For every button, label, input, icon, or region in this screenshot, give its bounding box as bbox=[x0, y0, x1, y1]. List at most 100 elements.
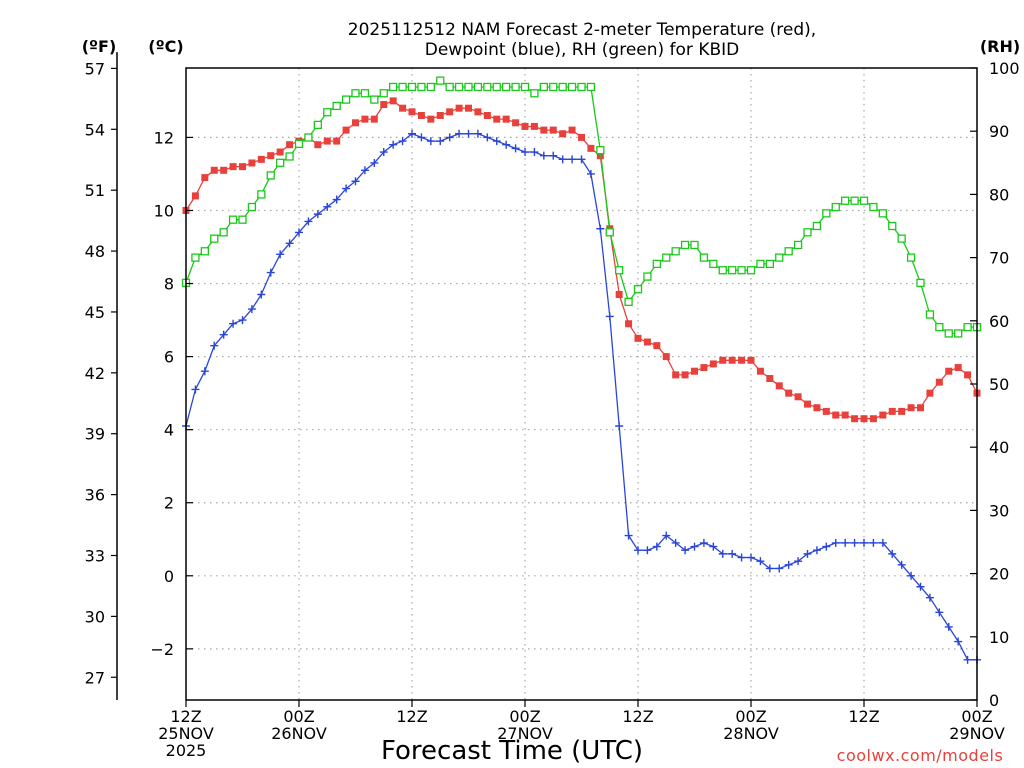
dewpoint-point bbox=[963, 655, 972, 664]
temperature-point bbox=[851, 415, 859, 423]
fahrenheit-tick-label: 36 bbox=[85, 486, 105, 505]
rh-point bbox=[398, 82, 407, 92]
rh-tick-label: 60 bbox=[989, 312, 1009, 331]
fahrenheit-tick-label: 33 bbox=[85, 546, 105, 565]
dewpoint-point bbox=[916, 582, 925, 591]
fahrenheit-tick-label: 42 bbox=[85, 364, 105, 383]
rh-point bbox=[379, 89, 388, 98]
fahrenheit-tick-label: 54 bbox=[85, 120, 105, 139]
dewpoint-point bbox=[417, 133, 426, 142]
rh-point bbox=[615, 266, 624, 275]
dewpoint-point bbox=[737, 553, 746, 562]
x-tick-label: 27NOV bbox=[497, 724, 553, 743]
dewpoint-point bbox=[351, 177, 360, 186]
dewpoint-point bbox=[841, 538, 850, 547]
rh-point bbox=[897, 234, 906, 243]
temperature-point bbox=[267, 152, 275, 160]
rh-point bbox=[831, 202, 840, 212]
rh-point bbox=[671, 247, 680, 256]
fahrenheit-tick-label: 57 bbox=[85, 59, 105, 78]
rh-point bbox=[276, 158, 285, 167]
rh-point bbox=[718, 266, 727, 275]
temperature-point bbox=[474, 108, 482, 116]
temperature-point bbox=[399, 104, 407, 112]
temperature-point bbox=[210, 166, 218, 174]
temperature-point bbox=[229, 163, 237, 171]
temperature-point bbox=[907, 404, 915, 412]
temperature-point bbox=[700, 364, 708, 372]
temperature-point bbox=[945, 367, 953, 375]
rh-point bbox=[520, 82, 530, 92]
dewpoint-point bbox=[803, 549, 812, 558]
rh-point bbox=[436, 76, 445, 85]
fahrenheit-tick-label: 27 bbox=[85, 668, 105, 687]
rh-point bbox=[332, 101, 341, 111]
rh-point bbox=[963, 322, 972, 332]
x-tick-label: 2025 bbox=[166, 741, 207, 760]
temperature-point bbox=[370, 115, 378, 123]
fahrenheit-tick-label: 30 bbox=[85, 607, 105, 626]
rh-tick-label: 20 bbox=[989, 565, 1009, 584]
dewpoint-point bbox=[210, 341, 219, 350]
dewpoint-point bbox=[681, 546, 690, 555]
dewpoint-point bbox=[389, 140, 398, 149]
rh-tick-label: 10 bbox=[989, 628, 1009, 647]
x-tick-label: 00Z bbox=[283, 707, 314, 726]
temperature-point bbox=[201, 174, 209, 182]
temperature-point bbox=[738, 356, 746, 364]
temperature-point bbox=[483, 111, 491, 119]
temperature-point bbox=[935, 378, 943, 386]
rh-point bbox=[878, 209, 887, 218]
dewpoint-point bbox=[539, 151, 548, 160]
dewpoint-point bbox=[530, 148, 539, 157]
x-tick-label: 12Z bbox=[396, 707, 427, 726]
temperature-point bbox=[323, 137, 331, 145]
rh-point bbox=[530, 89, 539, 98]
temperature-point bbox=[681, 371, 689, 379]
temperature-point bbox=[333, 137, 341, 145]
temperature-point bbox=[276, 148, 284, 156]
rh-point bbox=[841, 196, 850, 205]
dewpoint-point bbox=[219, 330, 228, 339]
temperature-point bbox=[493, 115, 501, 123]
temperature-point bbox=[898, 407, 906, 415]
rh-point bbox=[285, 152, 294, 161]
dewpoint-point bbox=[558, 155, 567, 164]
x-tick-label: 12Z bbox=[848, 707, 879, 726]
temperature-point bbox=[361, 115, 369, 123]
rh-point bbox=[407, 82, 417, 92]
dewpoint-point bbox=[511, 144, 520, 153]
dewpoint-point bbox=[285, 239, 294, 248]
x-axis-title: Forecast Time (UTC) bbox=[381, 736, 643, 766]
dewpoint-point bbox=[888, 549, 897, 558]
rh-point bbox=[567, 82, 577, 92]
rh-point bbox=[888, 221, 897, 231]
fahrenheit-tick-label: 48 bbox=[85, 242, 105, 261]
dewpoint-point bbox=[605, 312, 614, 321]
x-tick-label: 12Z bbox=[622, 707, 653, 726]
temperature-point bbox=[521, 122, 529, 130]
dewpoint-point bbox=[191, 385, 200, 394]
rh-point bbox=[294, 139, 304, 148]
x-tick-label: 29NOV bbox=[949, 724, 1005, 743]
dewpoint-point bbox=[615, 422, 624, 431]
rh-point bbox=[822, 209, 831, 218]
temperature-point bbox=[257, 155, 265, 163]
dewpoint-point bbox=[398, 137, 407, 146]
rh-point bbox=[304, 133, 313, 142]
dewpoint-point bbox=[521, 148, 529, 157]
rh-point bbox=[577, 82, 586, 92]
rh-tick-label: 100 bbox=[989, 59, 1020, 78]
dewpoint-point bbox=[775, 564, 784, 573]
rh-point bbox=[238, 215, 247, 224]
rh-point bbox=[539, 82, 548, 92]
temperature-point bbox=[832, 411, 840, 419]
rh-point bbox=[793, 240, 803, 250]
rh-point bbox=[247, 202, 257, 212]
temperature-point bbox=[587, 144, 595, 152]
rh-point bbox=[445, 82, 454, 92]
temperature-point bbox=[191, 192, 199, 200]
dewpoint-point bbox=[878, 538, 887, 547]
rh-point bbox=[191, 253, 200, 262]
celsius-tick-label: 10 bbox=[154, 201, 174, 220]
